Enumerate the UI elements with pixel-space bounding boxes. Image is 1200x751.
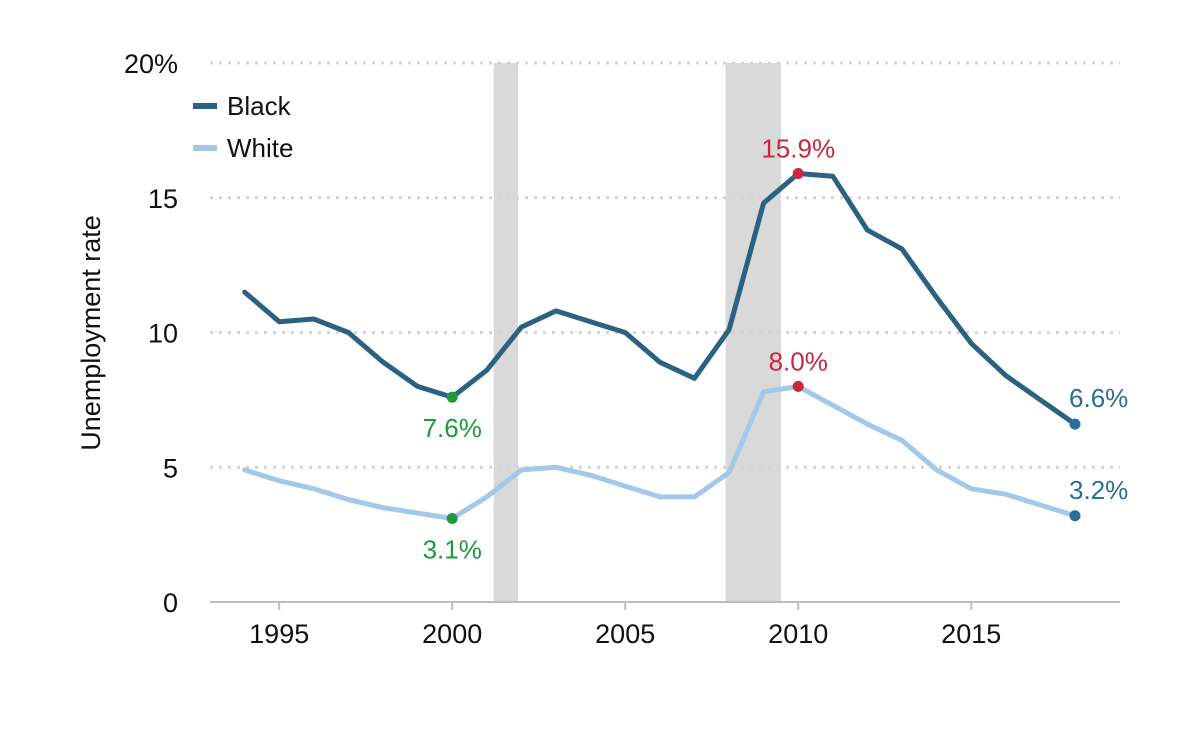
annotation-point-3-1-	[446, 512, 458, 524]
annotation-point-6-6-	[1069, 418, 1081, 430]
x-tick-label-1995: 1995	[249, 619, 309, 649]
recession-shading-group	[493, 63, 781, 602]
annotation-point-8-0-	[792, 380, 804, 392]
annotation-point-15-9-	[792, 167, 804, 179]
annotations: 7.6% 3.1% 15.9% 8.0% 6.6% 3.2%	[423, 133, 1129, 564]
legend: Black White	[193, 91, 293, 163]
legend-label-black: Black	[227, 91, 292, 121]
annotation-label-3-2-: 3.2%	[1069, 475, 1128, 505]
annotation-point-7-6-	[446, 391, 458, 403]
series-lines	[242, 171, 1078, 521]
series-line-white	[242, 383, 1078, 521]
y-tick-label-5: 5	[163, 453, 178, 483]
gridlines	[210, 61, 1120, 469]
annotation-label-8-0-: 8.0%	[769, 346, 828, 376]
annotation-point-3-2-	[1069, 510, 1081, 522]
x-axis-ticks: 1995 2000 2005 2010 2015	[249, 602, 1001, 649]
x-tick-label-2015: 2015	[941, 619, 1001, 649]
annotation-label-6-6-: 6.6%	[1069, 383, 1128, 413]
y-tick-label-15: 15	[148, 184, 178, 214]
y-tick-label-10: 10	[148, 319, 178, 349]
annotation-label-15-9-: 15.9%	[761, 133, 835, 163]
series-line-black	[242, 171, 1078, 427]
annotation-label-3-1-: 3.1%	[423, 534, 482, 564]
y-axis-ticks: 0 5 10 15 20%	[124, 49, 178, 618]
legend-label-white: White	[227, 133, 293, 163]
y-tick-label-0: 0	[163, 588, 178, 618]
y-axis-label: Unemployment rate	[76, 215, 106, 451]
x-tick-label-2010: 2010	[768, 619, 828, 649]
y-tick-label-20: 20%	[124, 49, 178, 79]
x-tick-label-2005: 2005	[595, 619, 655, 649]
annotation-label-7-6-: 7.6%	[423, 413, 482, 443]
x-tick-label-2000: 2000	[422, 619, 482, 649]
